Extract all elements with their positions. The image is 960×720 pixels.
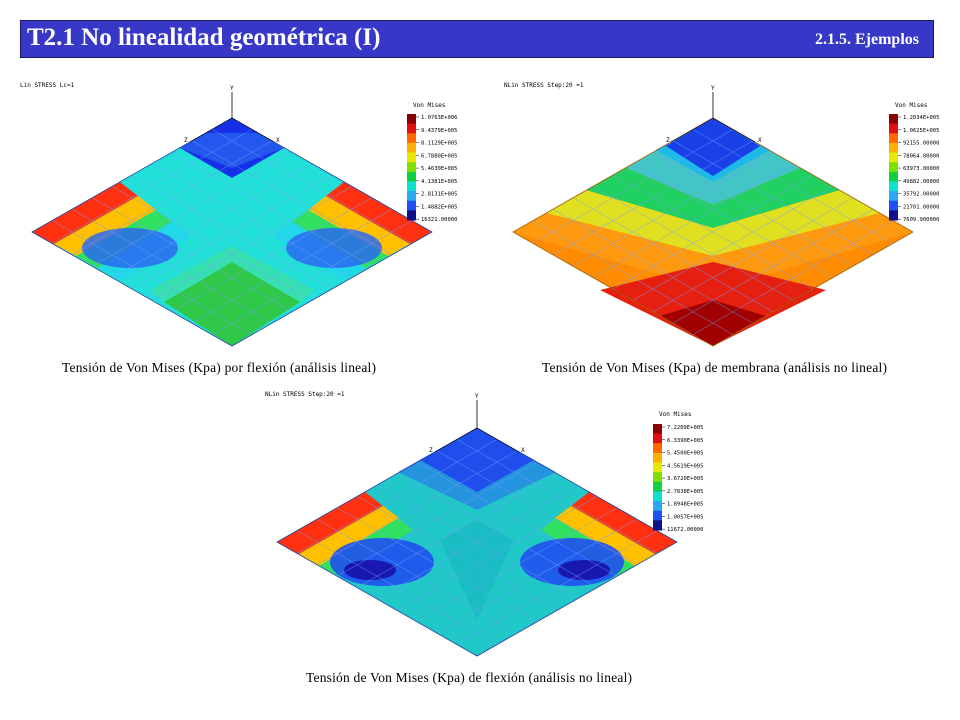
legend-value: 2.8131E+005 xyxy=(421,192,457,198)
axis-x xyxy=(231,117,275,143)
legend-swatch xyxy=(407,181,416,192)
mesh-line xyxy=(131,174,333,290)
legend-value: 4.1381E+005 xyxy=(421,179,457,185)
mesh-line xyxy=(71,208,273,324)
mesh-grid xyxy=(51,129,413,335)
legend-swatch xyxy=(407,162,416,173)
legend-value: 6.7880E+005 xyxy=(421,153,457,159)
legend-swatch xyxy=(407,191,416,202)
axis-label-y: Y xyxy=(230,85,234,92)
plate-region-front-green xyxy=(164,262,300,346)
legend-value: 9.4379E+005 xyxy=(421,128,457,134)
plate-outline xyxy=(31,117,433,347)
legend-swatch xyxy=(407,133,416,144)
mesh-line xyxy=(171,197,373,313)
legend-swatch xyxy=(407,200,416,211)
section-label: 2.1.5. Ejemplos xyxy=(815,31,919,48)
mesh-line xyxy=(191,208,393,324)
legend-value: 16321.00000 xyxy=(421,217,457,223)
plate-region-left-hot xyxy=(32,182,138,244)
legend-swatch xyxy=(407,123,416,134)
mesh-line xyxy=(211,220,413,335)
legend-value: 1.4882E+005 xyxy=(421,204,457,210)
plate-region-front-cyan xyxy=(150,246,314,302)
legend-value: 8.1129E+005 xyxy=(421,141,457,147)
legend-title: Von Mises xyxy=(413,102,446,109)
mesh-line xyxy=(111,186,313,301)
legend-swatch xyxy=(407,114,416,125)
axis-label-x: X xyxy=(276,137,280,144)
legend-value: 5.4630E+005 xyxy=(421,166,457,172)
legend-swatch xyxy=(407,142,416,154)
plate-region-right-warm xyxy=(308,196,410,256)
axis-z xyxy=(189,117,233,143)
legend-swatch xyxy=(407,152,416,163)
caption-nonlinear-bending: Tensión de Von Mises (Kpa) de flexión (a… xyxy=(306,670,633,685)
mesh-line xyxy=(51,220,253,335)
legend-swatch xyxy=(407,210,416,221)
caption-linear-bending: Tensión de Von Mises (Kpa) por flexión (… xyxy=(62,360,377,375)
plot-title: Lin STRESS Lc=1 xyxy=(20,82,75,89)
slide-header: T2.1 No linealidad geométrica (I) 2.1.5.… xyxy=(20,20,934,58)
legend-swatch xyxy=(407,171,416,182)
color-legend: 1.0763E+006 9.4379E+005 8.1129E+005 6.7880E… xyxy=(407,114,457,223)
slide-title: T2.1 No linealidad geométrica (I) xyxy=(27,24,381,51)
plate-region-back-2 xyxy=(180,133,284,168)
plate-region-left-warm xyxy=(54,196,156,256)
mesh-line xyxy=(91,197,293,313)
caption-nonlinear-membrane: Tensión de Von Mises (Kpa) de membrana (… xyxy=(542,360,888,375)
mesh-line xyxy=(151,186,353,301)
plate-region-right-hot xyxy=(326,182,432,244)
legend-value: 1.0763E+006 xyxy=(421,115,457,121)
axis-label-z: Z xyxy=(184,137,188,144)
